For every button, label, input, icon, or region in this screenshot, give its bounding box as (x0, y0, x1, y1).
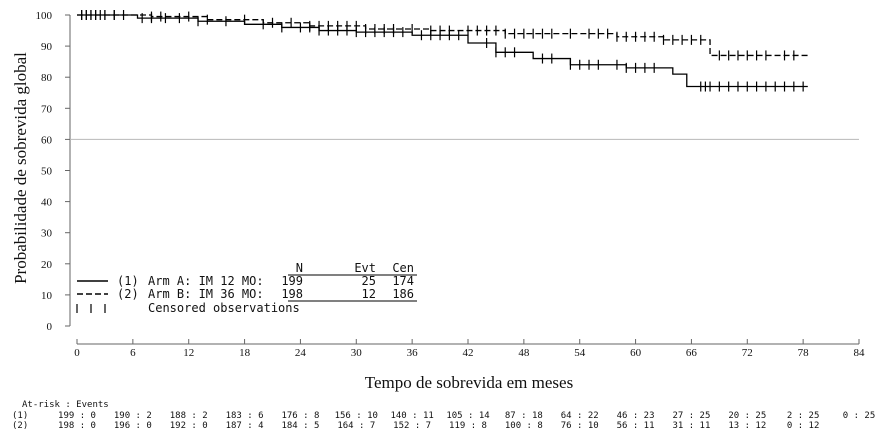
y-tick-label: 10 (41, 290, 53, 302)
x-tick-label: 18 (239, 347, 251, 359)
y-tick-label: 100 (36, 10, 53, 22)
at-risk-cell: 196 : 0 (114, 421, 152, 431)
at-risk-cell: 2 : 25 (787, 411, 820, 421)
at-risk-cell: 192 : 0 (170, 421, 208, 431)
x-tick-label: 66 (686, 347, 698, 359)
y-tick-label: 60 (41, 134, 53, 146)
at-risk-cell: 188 : 2 (170, 411, 208, 421)
x-tick-label: 0 (74, 347, 80, 359)
x-tick-label: 54 (574, 347, 586, 359)
at-risk-cell: 199 : 0 (58, 411, 96, 421)
y-tick-label: 70 (41, 103, 53, 115)
series-line (77, 14, 808, 57)
at-risk-cell: 100 : 8 (505, 421, 543, 431)
at-risk-cell: 140 : 11 (390, 411, 433, 421)
at-risk-cell: 0 : 12 (787, 421, 820, 431)
x-tick-label: 36 (407, 347, 419, 359)
x-tick-label: 24 (295, 347, 307, 359)
at-risk-cell: 184 : 5 (281, 421, 319, 431)
at-risk-cell: 20 : 25 (728, 411, 766, 421)
legend-value: 198 (281, 287, 303, 301)
legend-header: Evt (354, 261, 376, 275)
x-axis-label: Tempo de sobrevida em meses (365, 373, 573, 392)
at-risk-cell: 198 : 0 (58, 421, 96, 431)
at-risk-cell: 152 : 7 (393, 421, 431, 431)
legend-value: 199 (281, 274, 303, 288)
x-tick-label: 60 (630, 347, 642, 359)
legend-header: N (296, 261, 303, 275)
y-tick-label: 0 (47, 321, 53, 333)
at-risk-cell: 176 : 8 (281, 411, 319, 421)
at-risk-cell: 46 : 23 (617, 411, 655, 421)
at-risk-row-id: (2) (12, 421, 28, 431)
survival-curves (77, 10, 808, 92)
y-tick-label: 50 (41, 166, 53, 178)
at-risk-cell: 183 : 6 (226, 411, 264, 421)
legend-series-id: (2) (117, 287, 139, 301)
series-1 (77, 10, 808, 92)
axes: 0 10 20 30 40 50 60 70 80 90 100 0 6 12 18 24 30 36 42 48 54… (36, 10, 866, 359)
legend-censored-label: Censored observations (148, 301, 300, 315)
legend-value: 174 (392, 274, 414, 288)
x-tick-label: 78 (798, 347, 810, 359)
y-axis-label: Probabilidade de sobrevida global (11, 52, 30, 284)
y-tick-label: 90 (41, 41, 53, 53)
at-risk-cell: 87 : 18 (505, 411, 543, 421)
at-risk-cell: 31 : 11 (672, 421, 710, 431)
x-tick-label: 12 (183, 347, 194, 359)
y-tick-label: 40 (41, 197, 53, 209)
legend-value: 12 (362, 287, 376, 301)
legend-value: 25 (362, 274, 376, 288)
y-tick-label: 20 (41, 259, 53, 271)
legend-series-label: Arm B: IM 36 MO: (148, 287, 264, 301)
x-tick-label: 84 (854, 347, 866, 359)
at-risk-cell: 0 : 25 (843, 411, 876, 421)
x-tick-label: 6 (130, 347, 136, 359)
series-line (77, 14, 808, 88)
x-tick-label: 42 (463, 347, 474, 359)
at-risk-cell: 64 : 22 (561, 411, 599, 421)
axis-titles: Probabilidade de sobrevida global Tempo … (11, 52, 573, 392)
x-tick-label: 72 (742, 347, 753, 359)
at-risk-cell: 56 : 11 (617, 421, 655, 431)
legend-header: Cen (392, 261, 414, 275)
at-risk-cell: 76 : 10 (561, 421, 599, 431)
at-risk-title: At-risk : Events (22, 400, 109, 410)
at-risk-cell: 119 : 8 (449, 421, 487, 431)
x-tick-label: 48 (518, 347, 530, 359)
at-risk-cell: 156 : 10 (335, 411, 378, 421)
legend-value: 186 (392, 287, 414, 301)
at-risk-cell: 27 : 25 (672, 411, 710, 421)
y-tick-label: 80 (41, 72, 53, 84)
at-risk-cell: 13 : 12 (728, 421, 766, 431)
series-2 (77, 10, 808, 61)
x-tick-label: 30 (351, 347, 363, 359)
legend-series-id: (1) (117, 274, 139, 288)
at-risk-cell: 164 : 7 (337, 421, 375, 431)
at-risk-cell: 190 : 2 (114, 411, 152, 421)
at-risk-table: At-risk : Events (1) 199 : 0 190 : 2 188 : … (12, 400, 875, 431)
legend: N Evt Cen (1) Arm A: IM 12 MO: 199 25 174 (2) Arm… (76, 261, 417, 315)
at-risk-cell: 187 : 4 (226, 421, 264, 431)
at-risk-row-id: (1) (12, 411, 28, 421)
at-risk-cell: 105 : 14 (446, 411, 489, 421)
y-tick-label: 30 (41, 228, 53, 240)
legend-series-label: Arm A: IM 12 MO: (148, 274, 264, 288)
